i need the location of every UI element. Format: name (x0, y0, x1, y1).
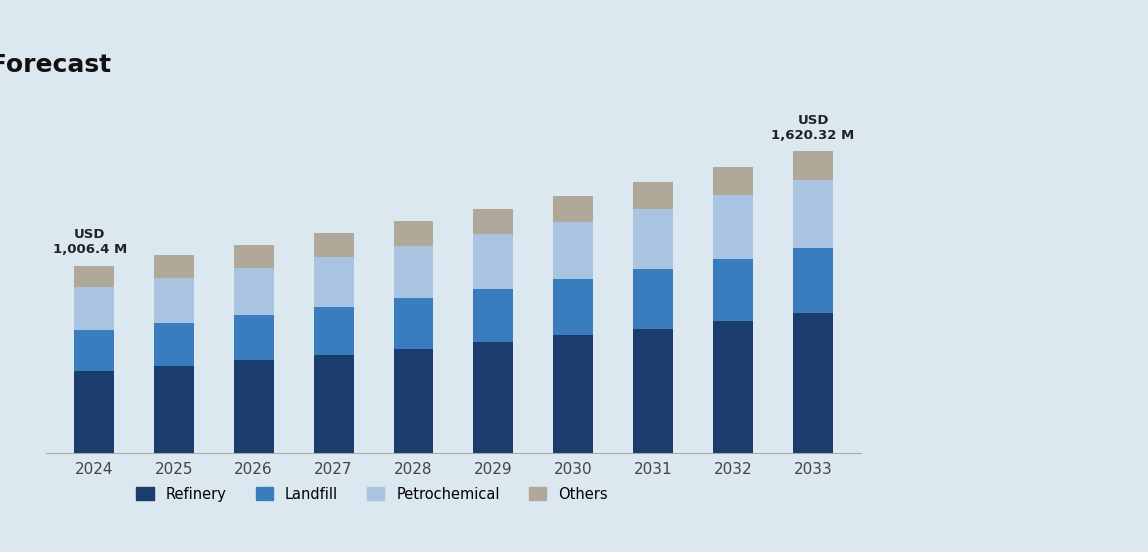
Bar (234, 268, 273, 315)
Bar (394, 246, 434, 298)
Bar (634, 182, 673, 209)
Bar (394, 221, 434, 246)
Bar (473, 209, 513, 234)
Bar (473, 234, 513, 289)
Bar (793, 248, 833, 314)
Bar (553, 279, 594, 336)
Bar (394, 349, 434, 453)
Bar (634, 209, 673, 269)
Bar (154, 278, 194, 322)
Bar (73, 287, 114, 330)
Bar (313, 307, 354, 354)
Bar (154, 256, 194, 278)
Bar (313, 233, 354, 257)
Bar (234, 315, 273, 360)
Bar (634, 328, 673, 453)
Bar (73, 330, 114, 371)
Bar (713, 259, 753, 321)
Bar (713, 167, 753, 195)
Bar (553, 336, 594, 453)
Bar (634, 269, 673, 328)
Bar (713, 321, 753, 453)
Bar (793, 181, 833, 248)
Bar (553, 195, 594, 221)
Bar (313, 354, 354, 453)
Bar (394, 298, 434, 349)
Bar (793, 151, 833, 181)
Bar (154, 366, 194, 453)
Bar (234, 360, 273, 453)
Text: USD
1,006.4 M: USD 1,006.4 M (53, 228, 127, 256)
Bar (553, 221, 594, 279)
Bar (313, 257, 354, 307)
Bar (234, 245, 273, 268)
Bar (793, 314, 833, 453)
Bar (473, 342, 513, 453)
Bar (73, 371, 114, 453)
Legend: Refinery, Landfill, Petrochemical, Others: Refinery, Landfill, Petrochemical, Other… (129, 479, 615, 509)
Text: Flare Monitoring Market Forecast: Flare Monitoring Market Forecast (0, 54, 111, 77)
Bar (713, 195, 753, 259)
Bar (154, 322, 194, 366)
Bar (473, 289, 513, 342)
Bar (73, 266, 114, 287)
Text: USD
1,620.32 M: USD 1,620.32 M (771, 114, 854, 142)
